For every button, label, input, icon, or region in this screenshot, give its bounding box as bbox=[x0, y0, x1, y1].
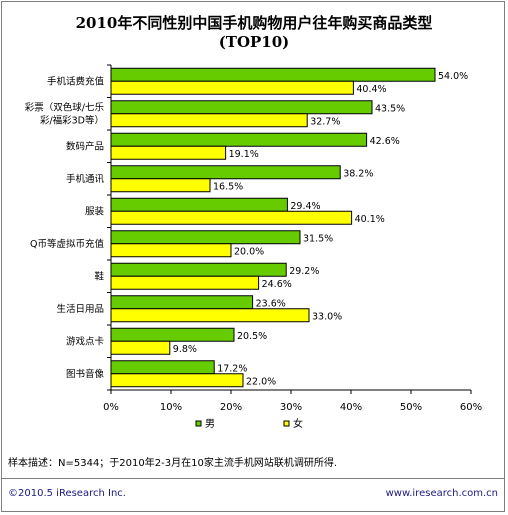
data-label: 22.0% bbox=[246, 376, 276, 387]
data-label: 31.5% bbox=[303, 233, 333, 244]
data-label: 24.6% bbox=[262, 279, 292, 290]
data-label: 29.4% bbox=[290, 201, 320, 212]
category-label: 数码产品 bbox=[66, 140, 104, 152]
data-label: 32.7% bbox=[310, 116, 340, 127]
data-label: 33.0% bbox=[312, 311, 342, 322]
category-label: 鞋 bbox=[94, 270, 104, 282]
bar-female bbox=[110, 340, 171, 355]
data-label: 40.4% bbox=[356, 84, 386, 95]
x-tick-label: 40% bbox=[340, 402, 362, 413]
bar-female bbox=[110, 178, 211, 193]
data-label: 9.8% bbox=[173, 344, 197, 355]
bar-male bbox=[110, 132, 368, 147]
bar-male bbox=[110, 262, 287, 277]
x-tick-label: 20% bbox=[220, 402, 242, 413]
legend-swatch bbox=[283, 420, 290, 427]
legend-swatch bbox=[195, 420, 202, 427]
data-label: 29.2% bbox=[289, 266, 319, 277]
bar-chart: 0% 10% 20% 30% 40% 50% 60% 手机话费充值 54.0% 40.4% 彩票（双… bbox=[25, 64, 482, 430]
bar-male bbox=[110, 165, 341, 180]
bar-female bbox=[110, 145, 227, 160]
website-link[interactable]: www.iresearch.com.cn bbox=[385, 488, 498, 499]
chart-subtitle: (TOP10) bbox=[218, 33, 290, 51]
bar-female bbox=[110, 308, 310, 323]
bar-male bbox=[110, 360, 215, 375]
legend-label: 男 bbox=[205, 418, 215, 430]
data-label: 19.1% bbox=[229, 149, 259, 160]
category-label: 服装 bbox=[85, 205, 105, 217]
category-label: Q币等虚拟币充值 bbox=[30, 238, 104, 250]
category-label: 生活日用品 bbox=[56, 303, 104, 315]
bar-female bbox=[110, 210, 353, 225]
bar-female bbox=[110, 373, 244, 388]
category-label: 手机通讯 bbox=[66, 173, 105, 185]
x-tick-label: 50% bbox=[400, 402, 422, 413]
chart-title: 2010年不同性别中国手机购物用户往年购买商品类型 bbox=[75, 14, 433, 32]
data-label: 42.6% bbox=[370, 136, 400, 147]
x-tick-label: 30% bbox=[280, 402, 302, 413]
category-label: 手机话费充值 bbox=[47, 75, 105, 87]
bar-male bbox=[110, 67, 436, 82]
data-label: 20.5% bbox=[237, 331, 267, 342]
bar-female bbox=[110, 243, 232, 258]
bar-male bbox=[110, 327, 235, 342]
bar-female bbox=[110, 275, 260, 290]
copyright-text: ©2010.5 iResearch Inc. bbox=[8, 488, 126, 499]
data-label: 54.0% bbox=[438, 71, 468, 82]
category-label: 游戏点卡 bbox=[66, 335, 105, 347]
bar-male bbox=[110, 197, 288, 212]
bar-female bbox=[110, 80, 354, 95]
data-label: 40.1% bbox=[355, 214, 385, 225]
category-label: 彩票（双色球/七乐彩/福彩3D等） bbox=[25, 101, 105, 126]
x-tick-label: 10% bbox=[160, 402, 182, 413]
data-label: 38.2% bbox=[343, 168, 373, 179]
bar-male bbox=[110, 295, 254, 310]
sample-note: 样本描述：N=5344；于2010年2-3月在10家主流手机网站联机调研所得. bbox=[8, 458, 337, 469]
legend-label: 女 bbox=[293, 417, 303, 430]
x-tick-label: 60% bbox=[460, 402, 482, 413]
footer-divider bbox=[1, 478, 505, 479]
bar-male bbox=[110, 100, 373, 115]
data-label: 23.6% bbox=[256, 298, 286, 309]
category-label: 图书音像 bbox=[66, 368, 105, 380]
bar-female bbox=[110, 113, 308, 128]
bar-male bbox=[110, 230, 301, 245]
data-label: 20.0% bbox=[234, 246, 264, 257]
data-label: 43.5% bbox=[375, 103, 405, 114]
x-tick-label: 0% bbox=[103, 402, 119, 413]
data-label: 16.5% bbox=[213, 181, 243, 192]
data-label: 17.2% bbox=[217, 363, 247, 374]
